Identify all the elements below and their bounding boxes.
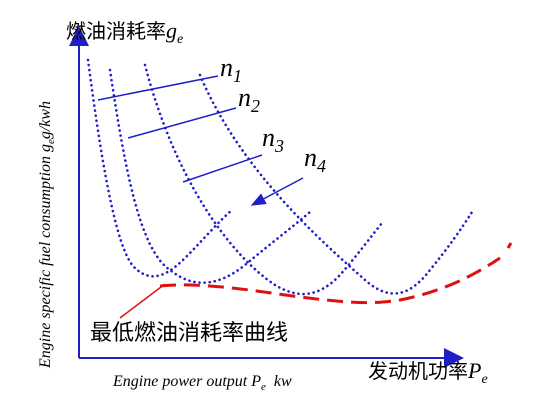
- x-title-symbol: P: [467, 358, 481, 383]
- title: 燃油消耗率ge: [66, 18, 183, 47]
- curve-label: 最低燃油消耗率曲线: [90, 321, 288, 346]
- y-label-text: Engine specific fuel consumption: [37, 152, 54, 369]
- speed-label: n4: [304, 143, 326, 176]
- y-label-symbol: g: [37, 144, 54, 152]
- speed-symbol: n: [220, 53, 233, 82]
- speed-label: n1: [220, 53, 242, 86]
- speed-subscript: 4: [317, 156, 326, 176]
- title-text: 燃油消耗率: [66, 19, 166, 43]
- pointer-line: [97, 75, 219, 101]
- pointer-line: [182, 154, 263, 183]
- y-label-unit: g/kwh: [37, 101, 54, 139]
- speed-curve: [198, 73, 474, 295]
- x-label-subscript: e: [261, 381, 266, 393]
- x-title-text: 发动机功率: [368, 359, 468, 383]
- pointer-line: [127, 107, 237, 139]
- pointer-line: [119, 283, 166, 319]
- x-axis-title: 发动机功率Pe: [368, 358, 488, 387]
- x-label-symbol: P: [250, 373, 261, 390]
- x-axis-label: Engine power output Pe kw: [112, 373, 292, 393]
- x-title-subscript: e: [481, 372, 487, 387]
- speed-subscript: 2: [251, 96, 260, 116]
- y-label-subscript: e: [45, 139, 57, 144]
- speed-symbol: n: [262, 123, 275, 152]
- speed-subscript: 1: [233, 66, 242, 86]
- speed-label: n3: [262, 123, 284, 156]
- x-label-text: Engine power output: [112, 373, 251, 390]
- min-consumption-curve: [159, 256, 501, 305]
- y-axis-label: Engine specific fuel consumption geg/kwh: [37, 101, 57, 369]
- speed-curve: [143, 63, 384, 296]
- speed-curve: [108, 68, 312, 284]
- speed-curve: [86, 58, 234, 278]
- title-symbol: g: [166, 18, 177, 43]
- x-label-unit: kw: [274, 373, 292, 390]
- title-subscript: e: [177, 32, 183, 47]
- speed-symbol: n: [304, 143, 317, 172]
- speed-label: n2: [238, 83, 260, 116]
- pointer-arrow: [250, 177, 304, 206]
- speed-symbol: n: [238, 83, 251, 112]
- speed-subscript: 3: [274, 136, 284, 156]
- min-consumption-curve: [506, 242, 513, 249]
